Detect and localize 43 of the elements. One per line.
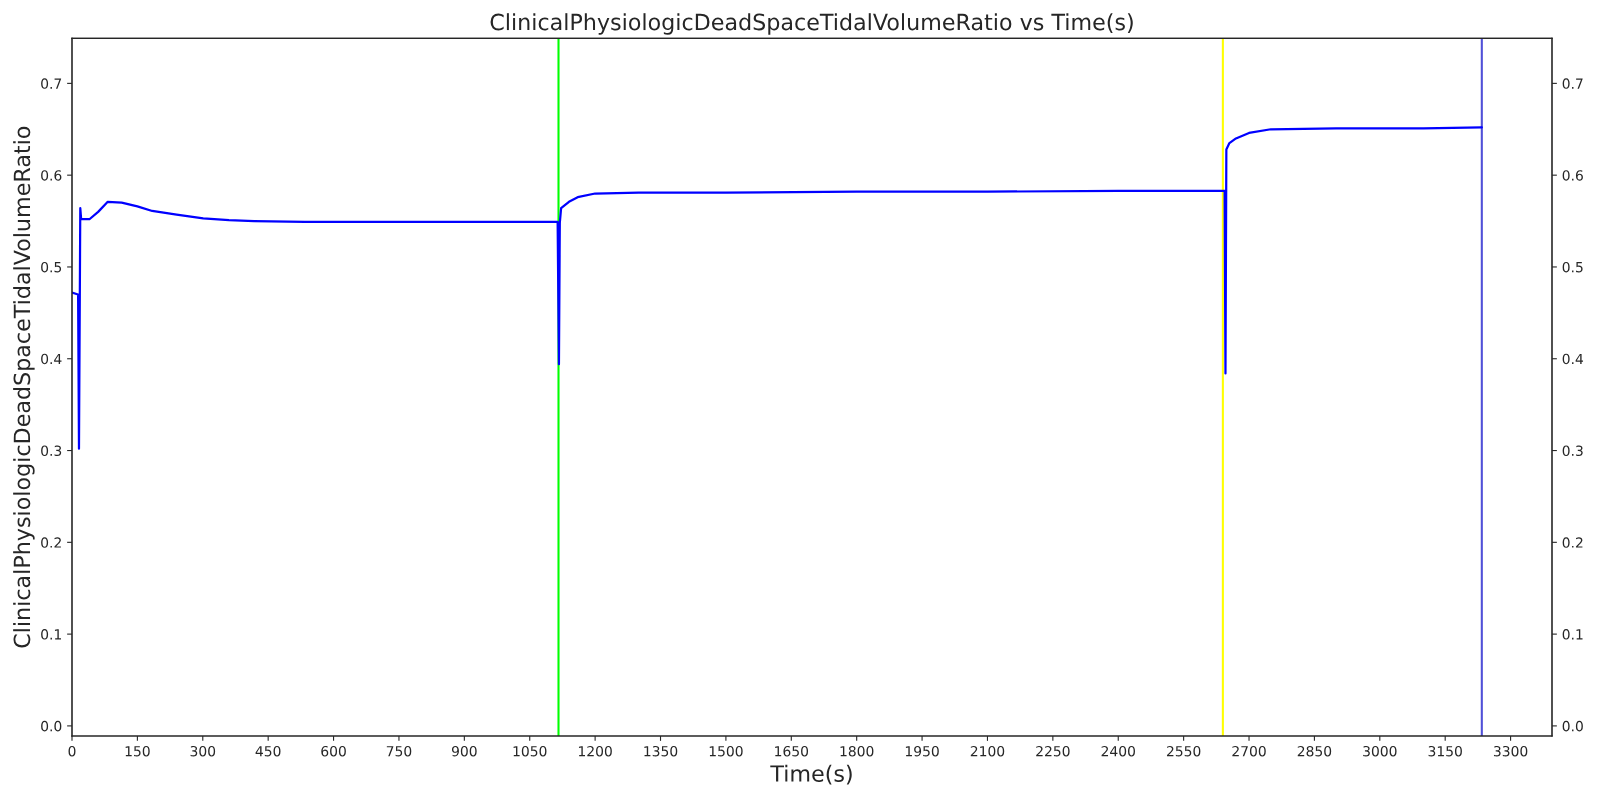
y2-tick-label: 0.4	[1562, 353, 1584, 365]
x-tick-label: 300	[190, 745, 216, 757]
y2-tick-label: 0.1	[1562, 629, 1583, 640]
x-tick-label: 150	[125, 745, 150, 757]
x-tick-label: 1350	[644, 745, 678, 757]
x-tick-label: 3000	[1363, 745, 1397, 757]
x-tick-label: 1950	[905, 745, 939, 757]
x-tick-label: 1050	[513, 745, 547, 757]
x-tick-label: 1800	[840, 745, 874, 757]
x-tick-label: 3300	[1493, 745, 1528, 757]
y2-tick-label: 0.6	[1562, 170, 1583, 181]
x-axis-title: Time(s)	[770, 764, 852, 785]
x-tick-label: 2850	[1297, 745, 1332, 757]
y-tick-label: 0.0	[41, 720, 62, 732]
x-tick-label: 600	[321, 745, 346, 757]
x-tick-label: 3150	[1428, 745, 1462, 757]
y-tick-label: 0.5	[41, 261, 62, 273]
y2-tick-label: 0.3	[1562, 445, 1583, 457]
y2-tick-label: 0.7	[1562, 78, 1583, 89]
y-tick-label: 0.3	[41, 445, 62, 457]
y-tick-label: 0.4	[41, 353, 62, 365]
x-tick-label: 2700	[1232, 745, 1266, 757]
x-tick-label: 1200	[578, 745, 612, 757]
y2-tick-label: 0.5	[1562, 261, 1583, 273]
y-tick-label: 0.2	[41, 537, 61, 548]
y-axis-title: ClinicalPhysiologicDeadSpaceTidalVolumeRatio	[13, 126, 35, 648]
x-tick-label: 2400	[1101, 745, 1135, 757]
x-tick-label: 450	[255, 745, 281, 757]
x-tick-label: 1650	[775, 745, 809, 757]
x-tick-label: 900	[451, 745, 477, 757]
y2-tick-label: 0.2	[1562, 537, 1583, 548]
x-tick-label: 750	[386, 745, 412, 757]
y-tick-label: 0.6	[41, 170, 62, 181]
x-tick-label: 1500	[709, 745, 743, 757]
x-tick-label: 0	[68, 745, 76, 757]
chart-title: ClinicalPhysiologicDeadSpaceTidalVolumeRatio vs Time(s)	[490, 13, 1133, 35]
y2-tick-label: 0.0	[1562, 720, 1583, 732]
y-tick-label: 0.7	[41, 78, 62, 89]
x-tick-label: 2250	[1036, 745, 1070, 757]
x-tick-label: 2550	[1166, 745, 1201, 757]
y-tick-label: 0.1	[41, 629, 61, 640]
x-tick-label: 2100	[970, 745, 1005, 757]
line-series	[72, 126, 1483, 450]
